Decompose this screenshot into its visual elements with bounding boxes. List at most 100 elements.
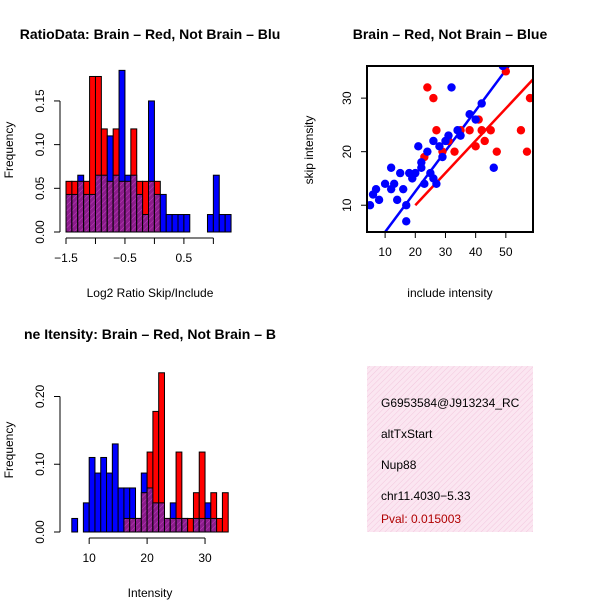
intensity-histogram-ylabel: Frequency	[2, 422, 16, 479]
not-brain-point	[380, 179, 390, 189]
x-tick-label: 20	[409, 245, 423, 259]
ratio-histogram-y-axis: 0.00 0.05 0.10 0.15	[33, 89, 61, 244]
y-tick-label: 0.15	[33, 89, 47, 113]
overlap-bar	[112, 174, 120, 233]
not-brain-point	[456, 131, 465, 140]
not-brain-point	[435, 142, 444, 151]
intensity-histogram-xlabel: Intensity	[128, 586, 173, 600]
brain-point	[525, 93, 533, 103]
not-brain-point	[423, 147, 432, 156]
overlap-bar	[210, 517, 218, 533]
x-tick-label: −1.5	[54, 251, 78, 265]
not-brain-point	[367, 201, 375, 210]
not-brain-bar	[177, 214, 185, 233]
info-pval: Pval: 0.015003	[381, 512, 461, 526]
y-tick-label: 0.00	[33, 220, 47, 244]
not-brain-point	[429, 136, 438, 146]
brain-point	[465, 126, 474, 135]
not-brain-point	[444, 131, 453, 140]
not-brain-bar	[82, 502, 90, 533]
not-brain-point	[402, 217, 411, 226]
overlap-bar	[175, 517, 183, 533]
overlap-bar	[123, 517, 131, 533]
intensity-histogram-title: ne Itensity: Brain – Red, Not Brain – B	[24, 326, 276, 342]
not-brain-bar	[165, 214, 173, 233]
scatter-points	[367, 66, 533, 226]
overlap-bar	[118, 180, 126, 233]
not-brain-point	[498, 66, 508, 71]
not-brain-point	[374, 195, 384, 205]
overlap-bar	[106, 180, 114, 233]
overlap-bar	[192, 517, 200, 533]
brain-point	[471, 142, 480, 151]
brain-point	[423, 83, 432, 92]
info-event-type: altTxStart	[381, 427, 433, 441]
overlap-bar	[129, 517, 137, 533]
y-tick-label: 10	[340, 198, 354, 212]
not-brain-point	[399, 184, 408, 194]
brain-point	[450, 147, 459, 156]
not-brain-point	[447, 83, 456, 92]
info-panel-background	[367, 366, 533, 532]
overlap-bar	[163, 517, 171, 533]
y-tick-label: 0.00	[33, 520, 47, 544]
overlap-bar	[152, 502, 160, 533]
overlap-bar	[77, 180, 85, 233]
brain-point	[516, 126, 526, 135]
not-brain-bar	[94, 472, 102, 533]
not-brain-bar	[218, 214, 226, 233]
overlap-bar	[130, 174, 138, 233]
not-brain-point	[477, 99, 486, 108]
scatter-xlabel: include intensity	[407, 286, 492, 300]
overlap-bar	[140, 492, 148, 533]
overlap-bar	[204, 517, 212, 533]
y-tick-label: 0.10	[33, 452, 47, 476]
scatter-ylabel: skip intensity	[302, 116, 316, 185]
x-tick-label: −0.5	[113, 251, 137, 265]
x-tick-label: 10	[82, 551, 96, 565]
info-probe-id: G6953584@J913234_RC	[381, 396, 520, 410]
x-tick-label: 10	[378, 245, 392, 259]
intensity-histogram-bars	[71, 372, 229, 533]
not-brain-point	[402, 201, 411, 210]
info-gene-name: Nup88	[381, 458, 417, 472]
scatter-y-axis: 10 20 30	[340, 91, 367, 212]
ratio-histogram-bars	[65, 69, 232, 233]
y-tick-label: 0.10	[33, 133, 47, 157]
scatter-box	[366, 65, 534, 233]
intensity-histogram: ne Itensity: Brain – Red, Not Brain – B …	[2, 326, 276, 600]
overlap-bar	[169, 517, 177, 533]
ratio-histogram-x-axis: −1.5 −0.5 0.5	[54, 237, 214, 265]
y-tick-label: 30	[340, 91, 354, 105]
brain-point	[486, 126, 495, 135]
overlap-bar	[71, 193, 79, 233]
x-tick-label: 50	[499, 245, 513, 259]
overlap-bar	[100, 174, 108, 233]
intensity-scatter: Brain – Red, Not Brain – Blue 10 20 30 40 50…	[302, 26, 547, 300]
ratio-histogram: RatioData: Brain – Red, Not Brain – Blu …	[2, 26, 280, 300]
brain-point	[429, 93, 438, 103]
brain-point	[522, 147, 532, 156]
not-brain-bar	[117, 487, 125, 533]
info-panel: G6953584@J913234_RC altTxStart Nup88 chr…	[367, 366, 533, 532]
overlap-bar	[153, 193, 161, 233]
ratio-histogram-xlabel: Log2 Ratio Skip/Include	[87, 286, 214, 300]
x-tick-label: 20	[140, 551, 154, 565]
not-brain-bar	[111, 443, 119, 533]
not-brain-bar	[106, 472, 113, 533]
not-brain-bar	[212, 174, 220, 233]
x-tick-label: 40	[469, 245, 483, 259]
not-brain-point	[489, 163, 498, 172]
not-brain-bar	[100, 456, 108, 533]
y-tick-label: 0.05	[33, 176, 47, 200]
overlap-bar	[124, 180, 132, 233]
scatter-x-axis: 10 20 30 40 50	[378, 232, 513, 259]
overlap-bar	[158, 502, 165, 533]
not-brain-point	[438, 152, 447, 162]
brain-point	[480, 136, 489, 146]
not-brain-point	[417, 163, 426, 172]
not-brain-point	[465, 109, 474, 119]
overlap-bar	[135, 517, 142, 533]
brain-bar	[221, 492, 229, 533]
